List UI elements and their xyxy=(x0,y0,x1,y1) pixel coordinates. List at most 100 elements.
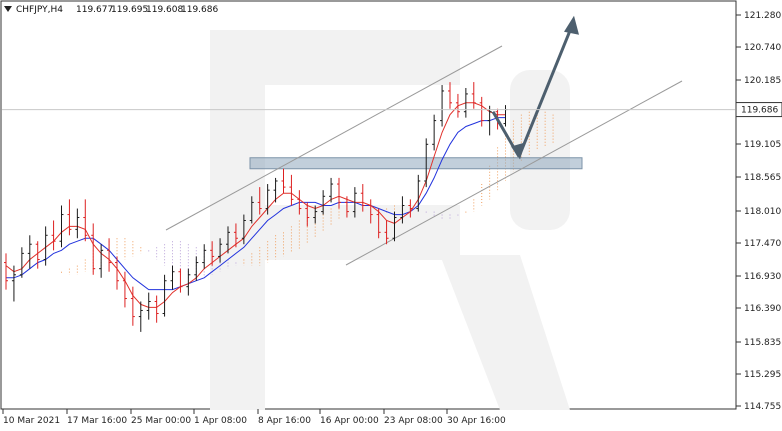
y-tick-label: 118.010 xyxy=(744,207,781,217)
candle xyxy=(162,274,167,317)
candle xyxy=(360,184,365,212)
x-tick-label: 25 Mar 00:00 xyxy=(131,416,191,426)
candle xyxy=(170,265,175,290)
candle xyxy=(440,85,445,127)
candle xyxy=(352,187,357,218)
symbol-label: CHFJPY,H4 xyxy=(16,5,63,15)
forecast-arrow xyxy=(491,15,579,160)
ohlc-close: 119.686 xyxy=(181,5,218,15)
channel-lower-line xyxy=(345,80,683,266)
candle xyxy=(99,244,104,278)
collapse-triangle-icon[interactable] xyxy=(4,6,12,12)
candle xyxy=(241,214,246,245)
candle xyxy=(297,190,302,215)
candle xyxy=(218,238,223,263)
y-tick-label: 119.105 xyxy=(744,140,781,150)
candle xyxy=(313,205,318,224)
chart-header: CHFJPY,H4 119.677 119.695 119.608 119.68… xyxy=(4,5,218,15)
candle xyxy=(384,220,389,245)
y-tick-label: 116.390 xyxy=(744,304,781,314)
current-price-box xyxy=(735,102,782,118)
y-tick-label: 120.185 xyxy=(744,76,781,86)
y-tick-label: 114.755 xyxy=(744,402,781,412)
candle xyxy=(392,211,397,242)
x-tick-label: 23 Apr 08:00 xyxy=(384,416,443,426)
y-tick-label: 118.565 xyxy=(744,173,781,183)
candle xyxy=(154,295,159,323)
current-price-label: 119.686 xyxy=(741,106,778,116)
candle xyxy=(273,177,278,203)
candle xyxy=(257,187,262,215)
kijun-sen-line xyxy=(6,117,506,291)
time-axis[interactable]: 10 Mar 2021 17 Mar 16:00 25 Mar 00:00 1 Apr… xyxy=(2,409,506,426)
candle xyxy=(59,205,64,248)
forecast-up-arrowhead xyxy=(564,15,579,35)
channel-upper-line xyxy=(165,45,503,231)
y-tick-label: 120.740 xyxy=(744,43,781,53)
candle xyxy=(146,292,151,320)
candle xyxy=(344,196,349,218)
candle xyxy=(233,223,238,248)
candle xyxy=(11,265,16,302)
candle xyxy=(194,256,199,281)
candle xyxy=(122,271,127,308)
x-tick-label: 30 Apr 16:00 xyxy=(447,416,506,426)
candle xyxy=(424,138,429,188)
y-tick-label: 121.280 xyxy=(744,11,781,21)
x-tick-label: 16 Apr 00:00 xyxy=(320,416,379,426)
candle xyxy=(281,168,286,194)
candle xyxy=(265,184,270,215)
tenkan-sen-line xyxy=(5,102,506,308)
candle xyxy=(202,244,207,269)
y-tick-label: 116.930 xyxy=(744,272,781,282)
ichimoku-lines xyxy=(5,102,506,308)
candle xyxy=(35,241,40,269)
candle xyxy=(432,114,437,151)
candle xyxy=(19,247,24,278)
candle xyxy=(368,199,373,224)
candle xyxy=(186,268,191,296)
ohlc-open: 119.677 xyxy=(76,5,113,15)
ohlc-low: 119.608 xyxy=(146,5,183,15)
candle xyxy=(400,196,405,224)
candle xyxy=(249,196,254,224)
candle xyxy=(416,174,421,212)
support-zone xyxy=(249,157,583,170)
y-tick-label: 117.470 xyxy=(744,239,781,249)
candle xyxy=(463,88,468,118)
candle xyxy=(487,105,492,136)
candle xyxy=(83,199,88,242)
candle xyxy=(210,241,215,266)
x-tick-label: 10 Mar 2021 xyxy=(3,416,60,426)
candle xyxy=(115,256,119,290)
candle xyxy=(43,226,48,266)
candle xyxy=(130,286,135,326)
candle xyxy=(376,208,381,239)
candle xyxy=(471,82,476,109)
candle xyxy=(4,253,8,290)
candle xyxy=(329,177,334,203)
candle xyxy=(289,174,294,206)
candle xyxy=(67,199,72,236)
x-tick-label: 17 Mar 16:00 xyxy=(67,416,127,426)
candle xyxy=(27,235,32,269)
candle xyxy=(91,223,96,275)
ohlc-high: 119.695 xyxy=(111,5,148,15)
candle xyxy=(138,301,143,332)
candle xyxy=(337,177,341,209)
candle xyxy=(178,268,183,293)
candles xyxy=(4,82,508,332)
candle xyxy=(226,226,230,254)
x-tick-label: 8 Apr 16:00 xyxy=(258,416,311,426)
candle xyxy=(448,82,452,109)
y-tick-label: 115.295 xyxy=(744,370,781,380)
candle xyxy=(408,199,413,218)
candle xyxy=(321,190,326,215)
y-tick-label: 115.835 xyxy=(744,338,781,348)
trend-channel xyxy=(165,45,683,266)
candle xyxy=(51,220,56,251)
x-tick-label: 1 Apr 08:00 xyxy=(194,416,247,426)
price-axis[interactable]: 121.280 120.740 120.185 119.105 118.565 118.0… xyxy=(2,11,782,412)
candle xyxy=(455,93,460,118)
